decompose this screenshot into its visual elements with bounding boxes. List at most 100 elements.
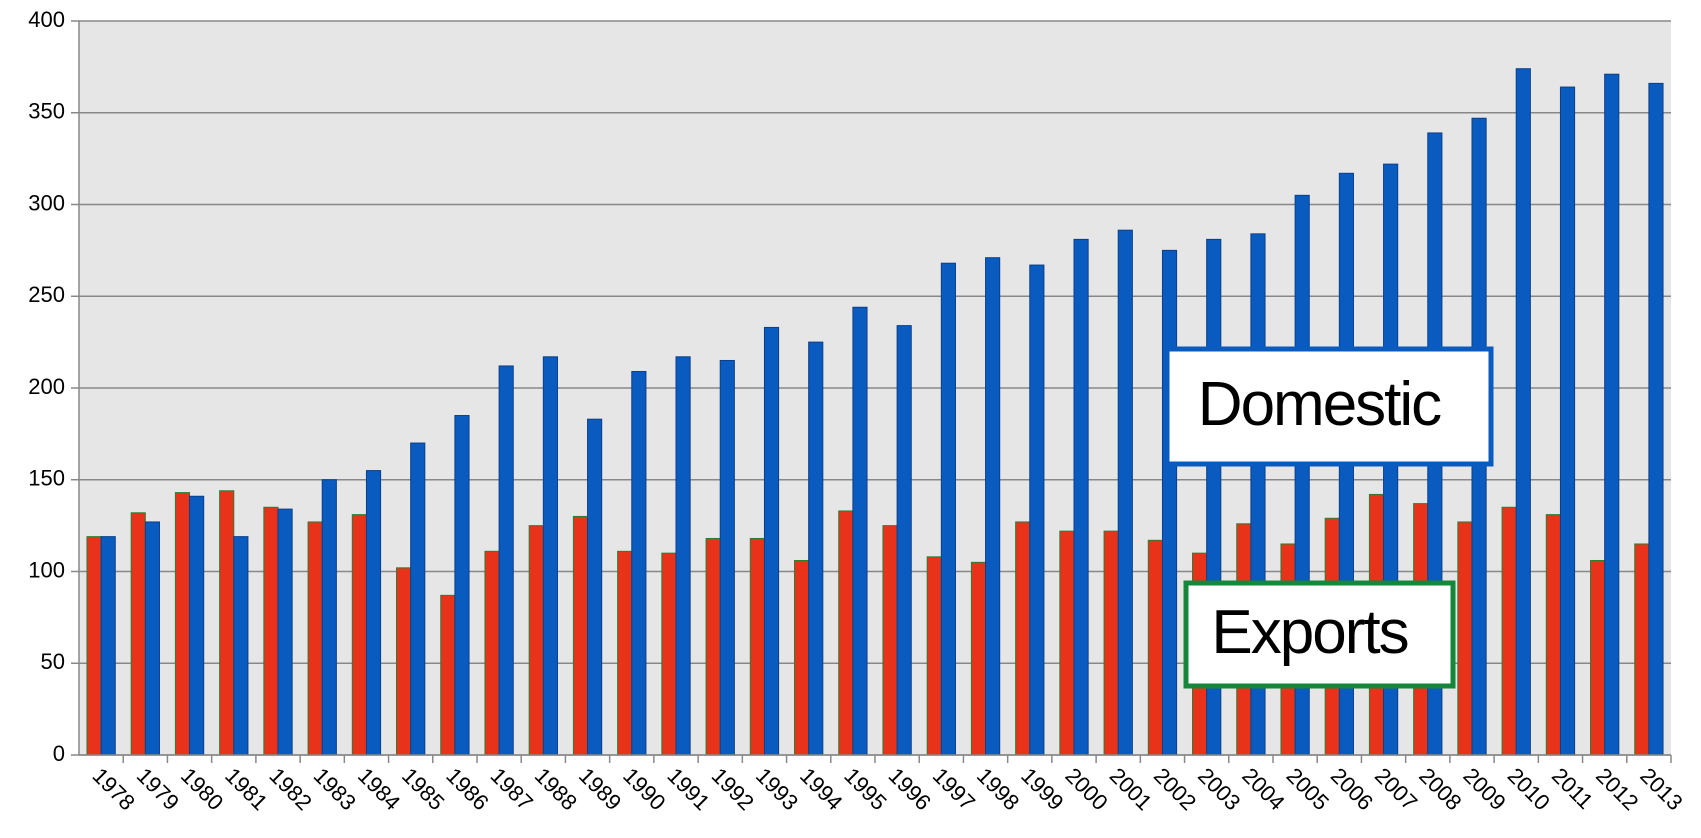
bar <box>307 521 323 756</box>
bar <box>985 257 1001 756</box>
bar <box>100 536 116 756</box>
bar <box>1648 82 1664 756</box>
x-tick-label: 1989 <box>574 763 626 815</box>
x-tick-label: 1999 <box>1016 763 1068 815</box>
bar <box>498 365 514 756</box>
x-tick-label: 2011 <box>1547 763 1598 814</box>
bar <box>365 470 382 756</box>
x-tick-label: 1983 <box>309 763 361 815</box>
legend-label: Exports <box>1211 598 1407 667</box>
bar <box>130 512 146 756</box>
bar <box>1073 238 1089 756</box>
bar <box>189 495 205 756</box>
bar <box>617 550 633 756</box>
y-tick-label: 0 <box>53 741 65 766</box>
x-tick-label: 2008 <box>1414 763 1466 815</box>
x-tick-label: 2002 <box>1149 763 1201 815</box>
bar <box>454 415 470 756</box>
bar <box>882 525 898 756</box>
bar <box>572 515 589 756</box>
bar <box>1059 530 1075 756</box>
x-tick-label: 1996 <box>884 763 936 815</box>
x-tick-label: 1990 <box>618 763 670 815</box>
bar <box>838 510 854 756</box>
x-tick-label: 2000 <box>1060 763 1112 815</box>
bar <box>705 537 721 756</box>
bar <box>631 370 647 756</box>
bar <box>144 521 160 756</box>
bar <box>1545 514 1561 756</box>
x-tick-label: 1994 <box>795 763 847 815</box>
x-tick-label: 1998 <box>972 763 1024 815</box>
bar <box>940 262 956 756</box>
bar <box>1559 86 1576 756</box>
bar <box>277 508 293 756</box>
bar <box>675 356 691 756</box>
bar <box>794 559 810 756</box>
x-tick-label: 1981 <box>220 763 272 815</box>
bar <box>263 506 279 756</box>
bar <box>542 356 558 756</box>
bar <box>587 418 603 756</box>
x-tick-label: 1993 <box>751 763 803 815</box>
y-tick-label: 100 <box>28 557 65 582</box>
y-tick-label: 400 <box>28 7 65 32</box>
y-tick-label: 150 <box>28 466 65 491</box>
x-tick-label: 2006 <box>1326 763 1378 815</box>
x-tick-label: 1985 <box>397 763 449 815</box>
x-tick-label: 1984 <box>353 763 405 815</box>
bar <box>528 525 544 756</box>
x-tick-label: 2001 <box>1105 763 1157 815</box>
x-tick-label: 2005 <box>1282 763 1334 815</box>
bar <box>1103 530 1119 756</box>
bar <box>321 479 337 756</box>
bar <box>1161 249 1178 756</box>
bar <box>1515 68 1531 756</box>
y-tick-label: 350 <box>28 99 65 124</box>
x-tick-label: 2012 <box>1591 763 1643 815</box>
bar <box>233 536 249 756</box>
bar <box>1015 521 1031 756</box>
y-tick-label: 200 <box>28 374 65 399</box>
bar <box>926 556 942 756</box>
bar <box>1604 73 1620 756</box>
bar <box>1590 559 1606 756</box>
bar <box>763 326 780 756</box>
x-tick-label: 1980 <box>176 763 228 815</box>
x-tick-label: 1986 <box>441 763 493 815</box>
bar <box>719 359 735 756</box>
x-tick-label: 1988 <box>530 763 582 815</box>
bar <box>440 594 456 756</box>
legend-box <box>1164 346 1494 467</box>
x-tick-label: 2004 <box>1237 763 1289 815</box>
bar <box>1634 543 1650 756</box>
x-tick-label: 1995 <box>839 763 891 815</box>
bar <box>410 442 426 756</box>
y-tick-label: 250 <box>28 282 65 307</box>
bar <box>808 341 824 756</box>
bar <box>174 492 191 756</box>
x-tick-label: 2009 <box>1458 763 1510 815</box>
x-tick-label: 1982 <box>264 763 316 815</box>
bar <box>896 325 912 756</box>
bar <box>1029 264 1045 756</box>
bar <box>1457 521 1473 756</box>
legend-label: Domestic <box>1198 370 1441 439</box>
bar <box>852 306 868 756</box>
bar <box>1147 539 1163 756</box>
y-tick-label: 300 <box>28 190 65 215</box>
bar <box>484 550 500 756</box>
x-tick-label: 1992 <box>707 763 759 815</box>
bar <box>661 552 677 756</box>
x-tick-label: 1978 <box>88 763 140 815</box>
x-tick-label: 1997 <box>928 763 980 815</box>
x-tick-label: 2010 <box>1503 763 1555 815</box>
bar <box>1501 506 1517 756</box>
bar <box>219 490 235 756</box>
x-tick-label: 1979 <box>132 763 184 815</box>
bar <box>86 536 102 756</box>
bar <box>396 567 412 756</box>
y-tick-label: 50 <box>41 649 65 674</box>
legend-box <box>1183 580 1456 689</box>
